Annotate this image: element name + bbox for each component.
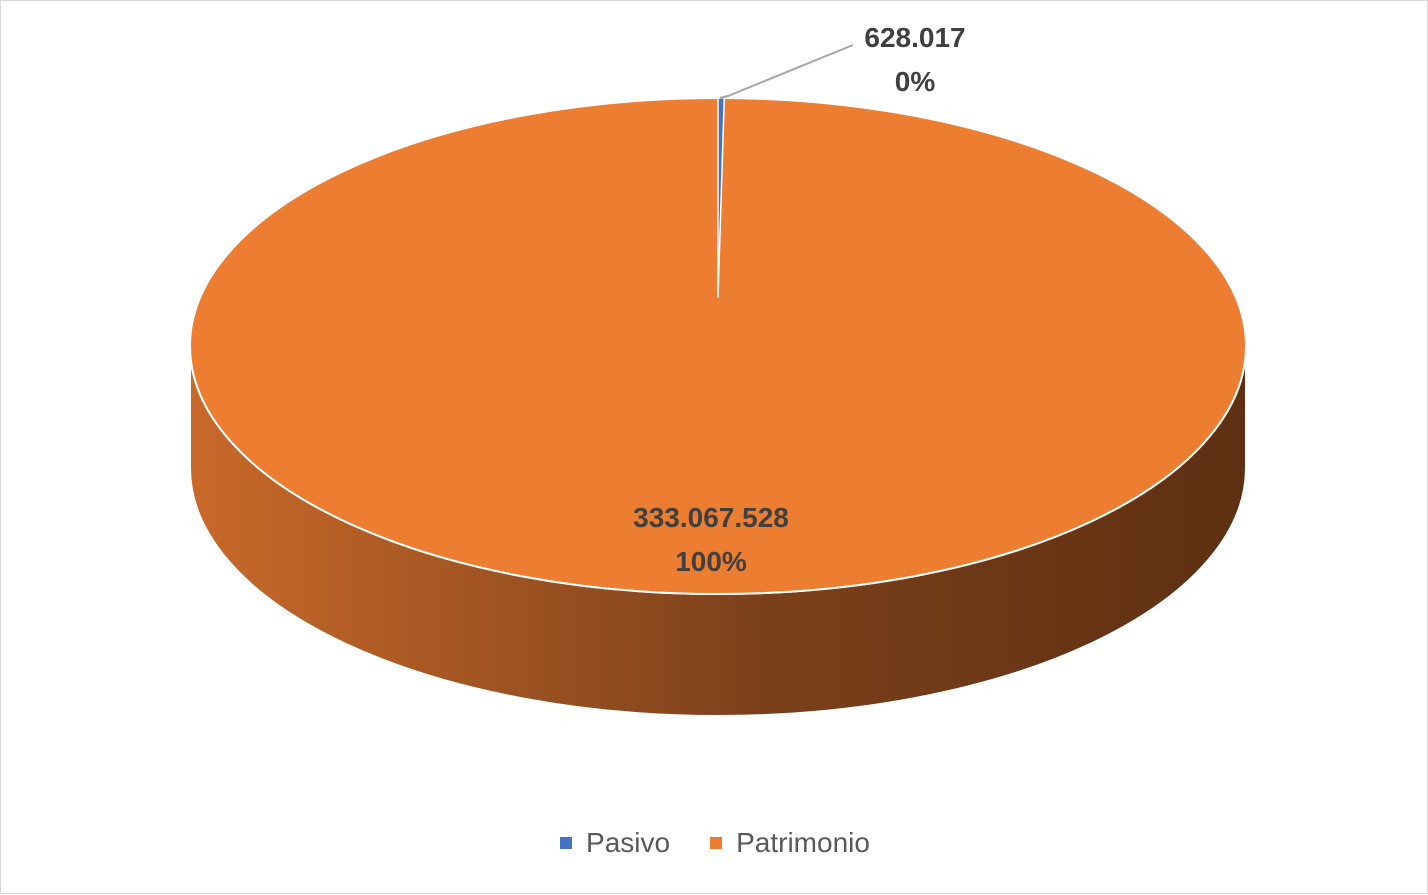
data-label-pasivo-value: 628.017 — [864, 22, 965, 53]
data-label-pasivo-percent: 0% — [895, 66, 936, 97]
legend-label-patrimonio: Patrimonio — [736, 827, 870, 858]
legend-item-patrimonio[interactable]: Patrimonio — [710, 827, 870, 859]
data-label-patrimonio-value: 333.067.528 — [633, 502, 789, 533]
legend: Pasivo Patrimonio — [1, 827, 1428, 859]
leader-line-elbow — [719, 44, 854, 99]
legend-item-pasivo[interactable]: Pasivo — [560, 827, 670, 859]
legend-swatch-pasivo — [560, 837, 573, 849]
legend-swatch-patrimonio — [710, 837, 723, 849]
legend-label-pasivo: Pasivo — [586, 827, 671, 858]
data-label-patrimonio-percent: 100% — [675, 546, 747, 577]
